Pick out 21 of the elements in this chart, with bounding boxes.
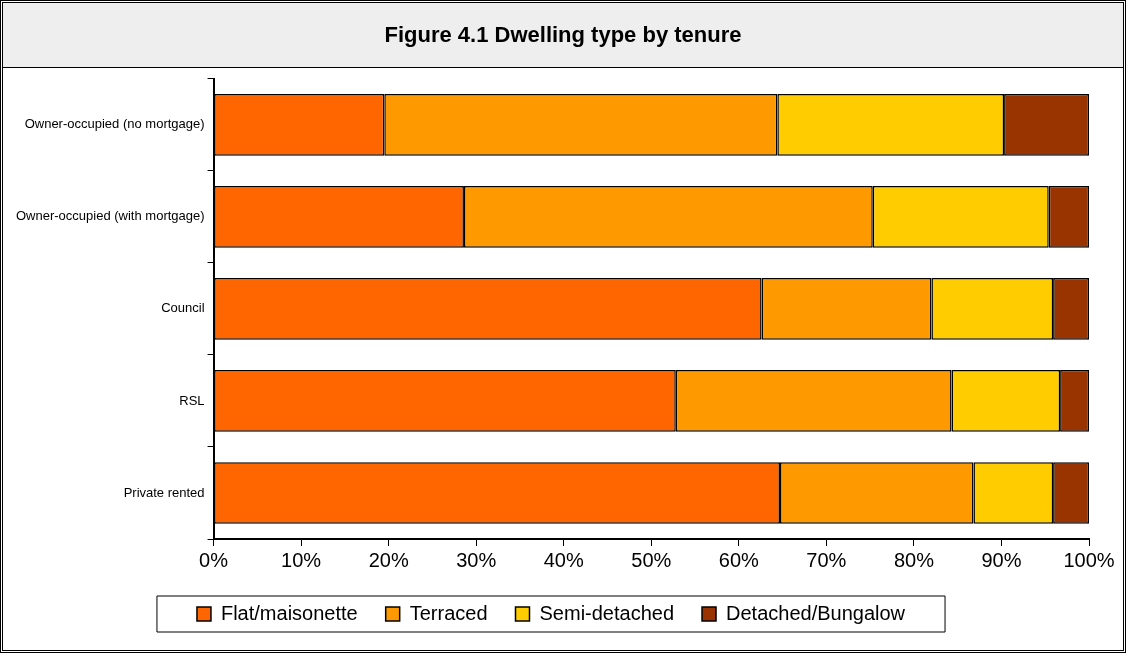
y-tick-label: Private rented <box>123 484 205 500</box>
y-tick-label: Owner-occupied (with mortgage) <box>16 208 205 224</box>
x-tick-label: 10% <box>281 548 322 571</box>
x-tick-label: 50% <box>631 548 672 571</box>
legend-label: Flat/maisonette <box>220 601 358 624</box>
x-tick-label: 70% <box>806 548 847 571</box>
y-tick-label: Council <box>161 300 205 316</box>
legend-label: Semi-detached <box>539 601 675 624</box>
legend-label: Terraced <box>409 601 488 624</box>
y-tick-label: Owner-occupied (no mortgage) <box>24 116 205 132</box>
x-tick-label: 40% <box>543 548 584 571</box>
x-tick-label: 60% <box>718 548 760 571</box>
chart-title: Figure 4.1 Dwelling type by tenure <box>3 3 1123 68</box>
x-tick-label: 0% <box>199 548 229 571</box>
x-tick-label: 90% <box>981 548 1022 571</box>
x-tick-label: 30% <box>456 548 497 571</box>
x-tick-label: 20% <box>368 548 409 571</box>
x-tick-label: 100% <box>1063 548 1115 571</box>
legend-label: Detached/Bungalow <box>726 601 906 624</box>
y-tick-label: RSL <box>179 392 205 408</box>
x-tick-label: 80% <box>893 548 935 571</box>
